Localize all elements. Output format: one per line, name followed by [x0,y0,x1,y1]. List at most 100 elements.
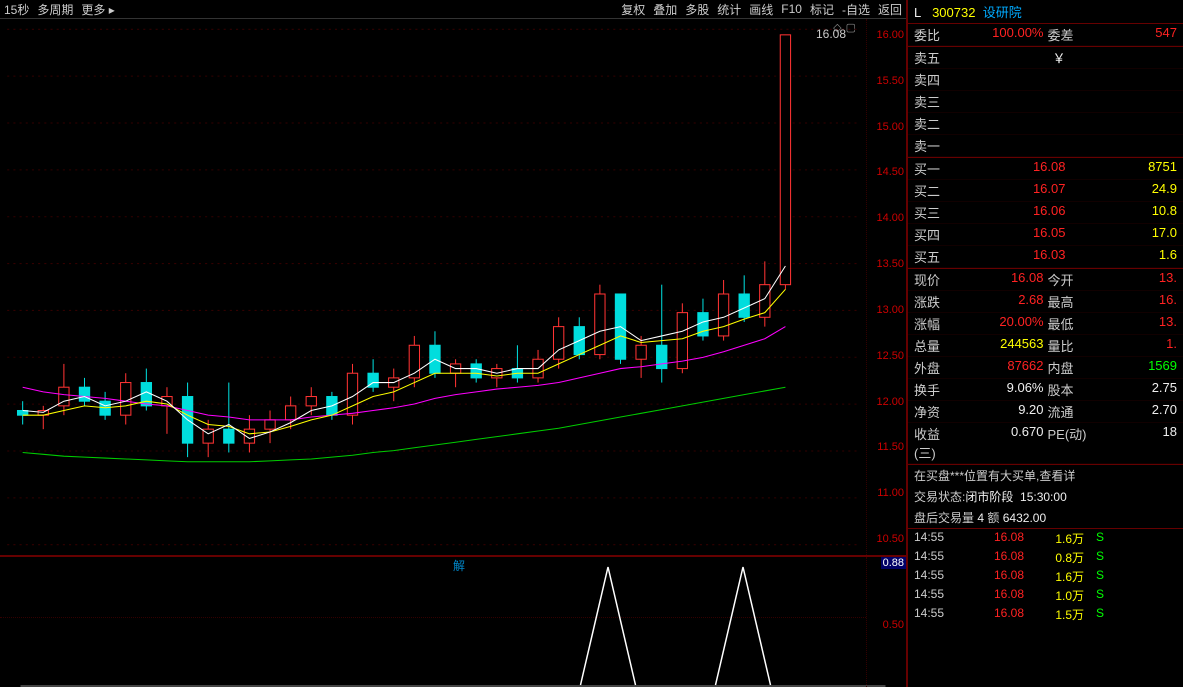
stat-row: 收益(三)0.670PE(动)18 [908,423,1183,464]
level-qty [1066,70,1178,89]
trade-time: 14:55 [914,587,964,604]
stat-label: 收益(三) [914,424,954,462]
stat-value: 2.68 [954,292,1044,311]
tb-15s[interactable]: 15秒 [4,1,29,18]
level-row[interactable]: 卖四 [908,69,1183,91]
ytick: 12.50 [869,350,904,362]
wc-value: 547 [1088,25,1178,44]
level-qty [1066,92,1178,111]
stat-row: 外盘87662内盘1569 [908,357,1183,379]
level-price [954,92,1066,111]
stat-row: 净资9.20流通2.70 [908,401,1183,423]
level-price: 16.06 [954,203,1066,222]
wb-label: 委比 [914,25,954,44]
stat-label2: PE(动) [1048,424,1088,462]
level-price [954,114,1066,133]
level-label: 买三 [914,203,954,222]
trade-qty: 1.0万 [1024,587,1084,604]
trade-qty: 0.8万 [1024,549,1084,566]
level-price [954,70,1066,89]
tb-overlay[interactable]: 叠加 [653,1,677,18]
stock-code: 300732 [932,5,975,20]
trade-time: 14:55 [914,549,964,566]
ytick: 10.50 [869,533,904,545]
stat-value2: 13. [1088,270,1178,289]
trade-time: 14:55 [914,568,964,585]
level-row[interactable]: 买一16.088751 [908,158,1183,180]
ytick: 14.50 [869,166,904,178]
stat-row: 涨幅20.00%最低13. [908,313,1183,335]
ytick: 15.00 [869,121,904,133]
tb-fuquan[interactable]: 复权 [621,1,645,18]
level-label: 买一 [914,159,954,178]
quote-panel: L 300732 设研院 委比 100.00% 委差 547 卖五￥卖四卖三卖二… [907,0,1183,687]
candle-chart[interactable]: ◇ ▢ 16.0015.5015.0014.5014.0013.5013.001… [0,19,906,556]
stock-header[interactable]: L 300732 设研院 [908,0,1183,24]
level-price: 16.08 [954,159,1066,178]
level-label: 卖四 [914,70,954,89]
candle-canvas [0,19,906,555]
stock-name: 设研院 [983,5,1022,20]
level-label: 卖五 [914,48,954,67]
level-label: 卖二 [914,114,954,133]
level-qty: 1.6 [1066,247,1178,266]
level-qty: 10.8 [1066,203,1178,222]
tb-back[interactable]: 返回 [878,1,902,18]
wc-label: 委差 [1048,25,1088,44]
ytick: 14.00 [869,212,904,224]
stat-value: 16.08 [954,270,1044,289]
stat-label: 涨跌 [914,292,954,311]
level-row[interactable]: 买四16.0517.0 [908,224,1183,246]
tb-stats[interactable]: 统计 [717,1,741,18]
tb-multiperiod[interactable]: 多周期 [37,1,73,18]
stat-label2: 内盘 [1048,358,1088,377]
stat-row: 涨跌2.68最高16. [908,291,1183,313]
stat-value: 9.06% [954,380,1044,399]
sub-tick: 0.50 [869,619,904,631]
tb-fav[interactable]: -自选 [842,1,870,18]
level-row[interactable]: 买五16.031.6 [908,246,1183,268]
tb-draw[interactable]: 画线 [749,1,773,18]
trade-time: 14:55 [914,530,964,547]
wb-value: 100.00% [954,25,1044,44]
peak-label: 16.08 [816,27,846,41]
level-row[interactable]: 卖五￥ [908,47,1183,69]
stat-value2: 16. [1088,292,1178,311]
stat-row: 现价16.08今开13. [908,269,1183,291]
tb-f10[interactable]: F10 [781,2,802,16]
ytick: 13.00 [869,304,904,316]
tb-multistock[interactable]: 多股 [685,1,709,18]
stat-value2: 2.70 [1088,402,1178,421]
trade-price: 16.08 [964,606,1024,623]
left-pane: 15秒 多周期 更多 ▸ 复权 叠加 多股 统计 画线 F10 标记 -自选 返… [0,0,907,687]
level-qty [1066,114,1178,133]
trade-row: 14:5516.081.6万S [908,529,1183,548]
indicator-chart[interactable]: 解 0.88 0.50 [0,556,906,687]
stat-label2: 今开 [1048,270,1088,289]
ratio-row: 委比 100.00% 委差 547 [908,24,1183,46]
tb-mark[interactable]: 标记 [810,1,834,18]
level-price: 16.05 [954,225,1066,244]
level-qty [1066,136,1178,155]
trade-status: 交易状态:闭市阶段 15:30:00 [908,486,1183,507]
trade-dir: S [1084,530,1104,547]
tb-more[interactable]: 更多 ▸ [81,1,114,18]
trade-dir: S [1084,549,1104,566]
info-alert[interactable]: 在买盘***位置有大买单,查看详 [908,464,1183,486]
trade-qty: 1.6万 [1024,568,1084,585]
bid-levels: 买一16.088751买二16.0724.9买三16.0610.8买四16.05… [908,157,1183,268]
level-row[interactable]: 买二16.0724.9 [908,180,1183,202]
level-row[interactable]: 卖一 [908,135,1183,157]
trade-qty: 1.6万 [1024,530,1084,547]
level-row[interactable]: 卖三 [908,91,1183,113]
level-qty: 8751 [1066,159,1178,178]
stat-label: 总量 [914,336,954,355]
stat-value2: 2.75 [1088,380,1178,399]
level-row[interactable]: 卖二 [908,113,1183,135]
stat-label2: 最高 [1048,292,1088,311]
trade-row: 14:5516.081.6万S [908,567,1183,586]
stat-label2: 最低 [1048,314,1088,333]
level-row[interactable]: 买三16.0610.8 [908,202,1183,224]
sub-canvas [0,557,906,687]
trade-price: 16.08 [964,568,1024,585]
